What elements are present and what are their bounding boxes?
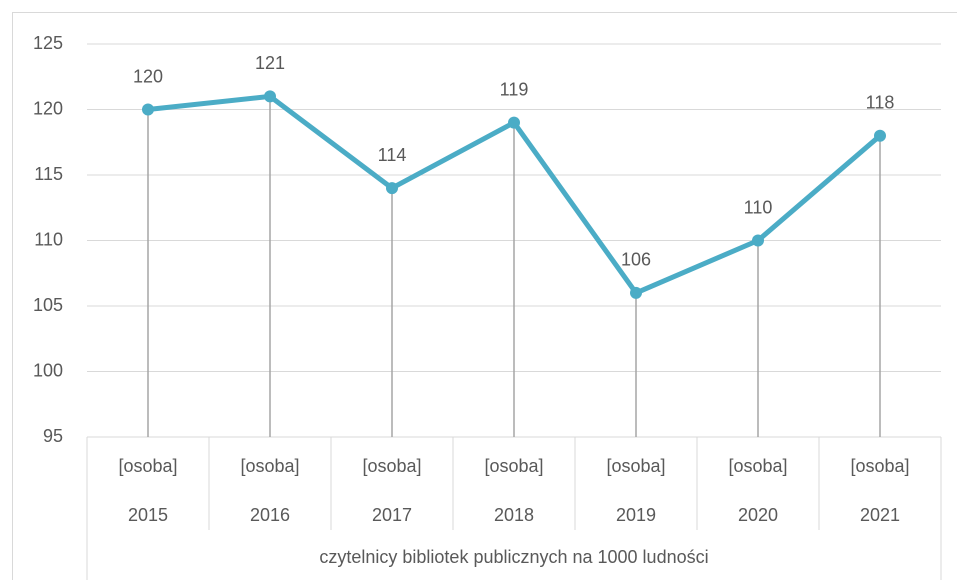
category-unit: [osoba] (240, 456, 299, 476)
y-tick-label: 110 (34, 229, 63, 249)
point-marker (874, 129, 886, 142)
data-label: 118 (866, 92, 895, 112)
category-unit: [osoba] (728, 456, 787, 476)
y-tick-label: 105 (33, 295, 63, 315)
x-tick-label: 2016 (250, 505, 290, 525)
x-tick-label: 2015 (128, 505, 168, 525)
point-marker (142, 103, 154, 116)
x-tick-label: 2020 (738, 505, 778, 525)
data-label: 120 (133, 66, 163, 86)
category-unit: [osoba] (118, 456, 177, 476)
category-unit: [osoba] (850, 456, 909, 476)
point-marker (630, 286, 642, 299)
data-label: 106 (621, 250, 651, 270)
x-tick-label: 2021 (860, 505, 900, 525)
y-tick-label: 100 (33, 360, 63, 380)
chart-border (12, 12, 957, 580)
y-tick-label: 125 (33, 33, 63, 53)
category-unit: [osoba] (484, 456, 543, 476)
data-label: 110 (744, 197, 773, 217)
point-marker (752, 234, 764, 247)
y-tick-label: 120 (33, 98, 63, 118)
x-tick-label: 2019 (616, 505, 656, 525)
data-label: 114 (378, 145, 407, 165)
x-axis-label: czytelnicy bibliotek publicznych na 1000… (319, 547, 708, 567)
point-marker (264, 90, 276, 103)
y-tick-label: 95 (43, 426, 63, 446)
point-marker (508, 116, 520, 129)
data-label: 121 (255, 53, 285, 73)
data-label: 119 (500, 79, 529, 99)
category-unit: [osoba] (606, 456, 665, 476)
category-unit: [osoba] (362, 456, 421, 476)
y-tick-label: 115 (34, 164, 63, 184)
x-tick-label: 2018 (494, 505, 534, 525)
x-tick-label: 2017 (372, 505, 412, 525)
point-marker (386, 182, 398, 195)
